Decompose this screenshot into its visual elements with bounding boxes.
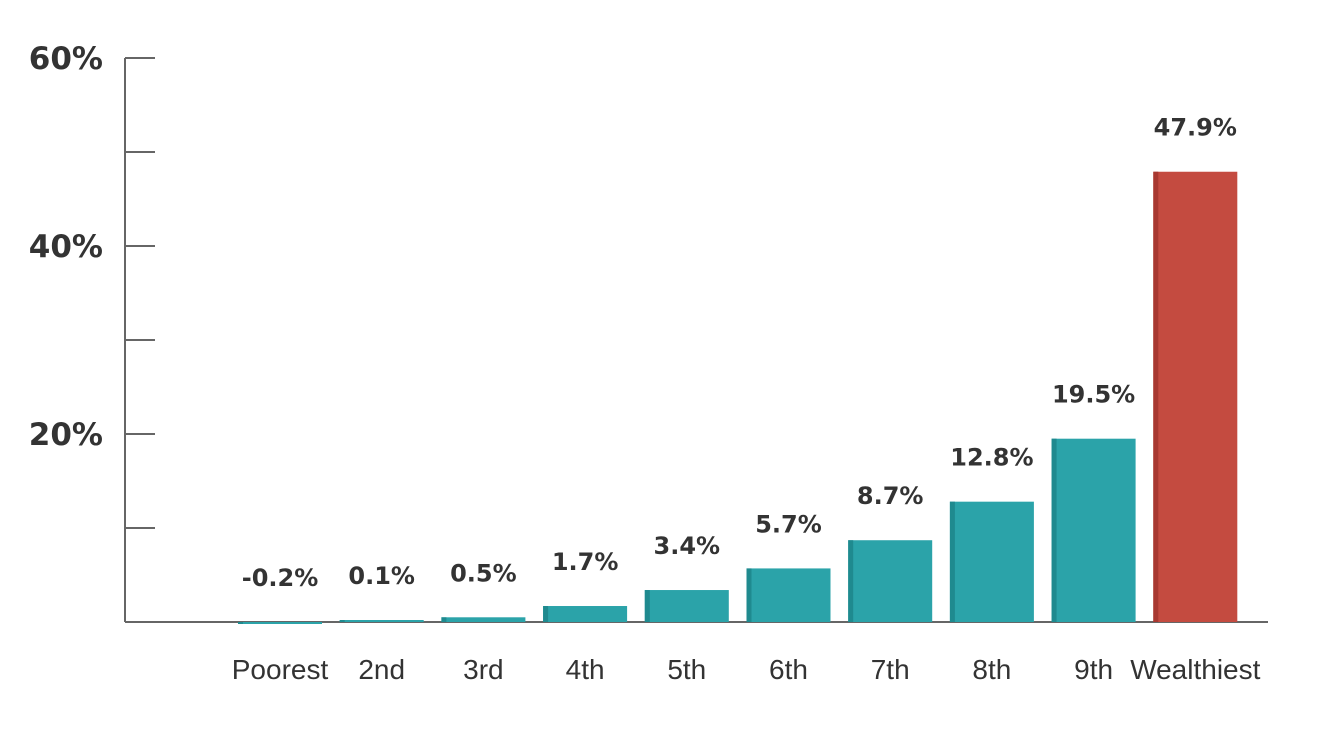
category-label: 7th [871, 654, 910, 685]
bar-body [746, 568, 831, 622]
bar-edge [543, 606, 549, 622]
bar-9th [1051, 438, 1136, 622]
y-tick-label: 60% [29, 41, 103, 77]
data-label: 5.7% [755, 510, 822, 538]
category-label: 6th [769, 654, 808, 685]
bar-2nd [339, 620, 424, 622]
data-label: -0.2% [242, 564, 319, 592]
data-label: 12.8% [950, 444, 1033, 472]
category-label: Poorest [232, 654, 329, 685]
data-label: 3.4% [654, 532, 721, 560]
data-label: 0.5% [450, 559, 517, 587]
data-label: 0.1% [348, 562, 415, 590]
data-label: 47.9% [1154, 114, 1237, 142]
bar-body [644, 590, 729, 622]
y-ticks: 20% 40% 60% [29, 41, 155, 529]
bar-body [1153, 171, 1238, 623]
bar-body [339, 620, 424, 622]
bar-7th [848, 540, 933, 622]
bar-edge [238, 622, 243, 624]
bar-4th [543, 606, 628, 622]
bar-poorest [238, 622, 322, 624]
category-label: 5th [667, 654, 706, 685]
bar-body [441, 617, 526, 622]
bar-body [848, 540, 933, 622]
category-label: 8th [972, 654, 1011, 685]
category-label: 2nd [358, 654, 405, 685]
bar-body [949, 501, 1034, 622]
category-label: Wealthiest [1130, 654, 1260, 685]
category-label: 4th [566, 654, 605, 685]
bar-wealthiest [1153, 171, 1238, 623]
bars [238, 171, 1238, 624]
category-label: 3rd [463, 654, 503, 685]
bar-body [543, 606, 628, 622]
data-labels: -0.2% 0.1% 0.5% 1.7% 3.4% 5.7% 8.7% 12.8% 19.5% 4… [242, 114, 1237, 592]
data-label: 8.7% [857, 482, 924, 510]
category-label: 9th [1074, 654, 1113, 685]
bar-body [1051, 438, 1136, 622]
bar-edge [1051, 438, 1057, 622]
bar-6th [746, 568, 831, 622]
bar-edge [339, 620, 345, 622]
y-tick-label: 20% [29, 417, 103, 453]
bar-edge [441, 617, 447, 622]
bar-8th [949, 501, 1034, 622]
y-tick-label: 40% [29, 229, 103, 265]
bar-edge [949, 501, 955, 622]
bar-5th [644, 590, 729, 622]
bar-edge [746, 568, 752, 622]
bar-edge [644, 590, 650, 622]
bar-edge [1153, 171, 1159, 623]
category-labels: Poorest 2nd 3rd 4th 5th 6th 7th 8th 9th Wealthies… [232, 654, 1261, 685]
bar-body [238, 622, 322, 624]
data-label: 1.7% [552, 548, 619, 576]
bar-3rd [441, 617, 526, 622]
data-label: 19.5% [1052, 381, 1135, 409]
bar-edge [848, 540, 854, 622]
